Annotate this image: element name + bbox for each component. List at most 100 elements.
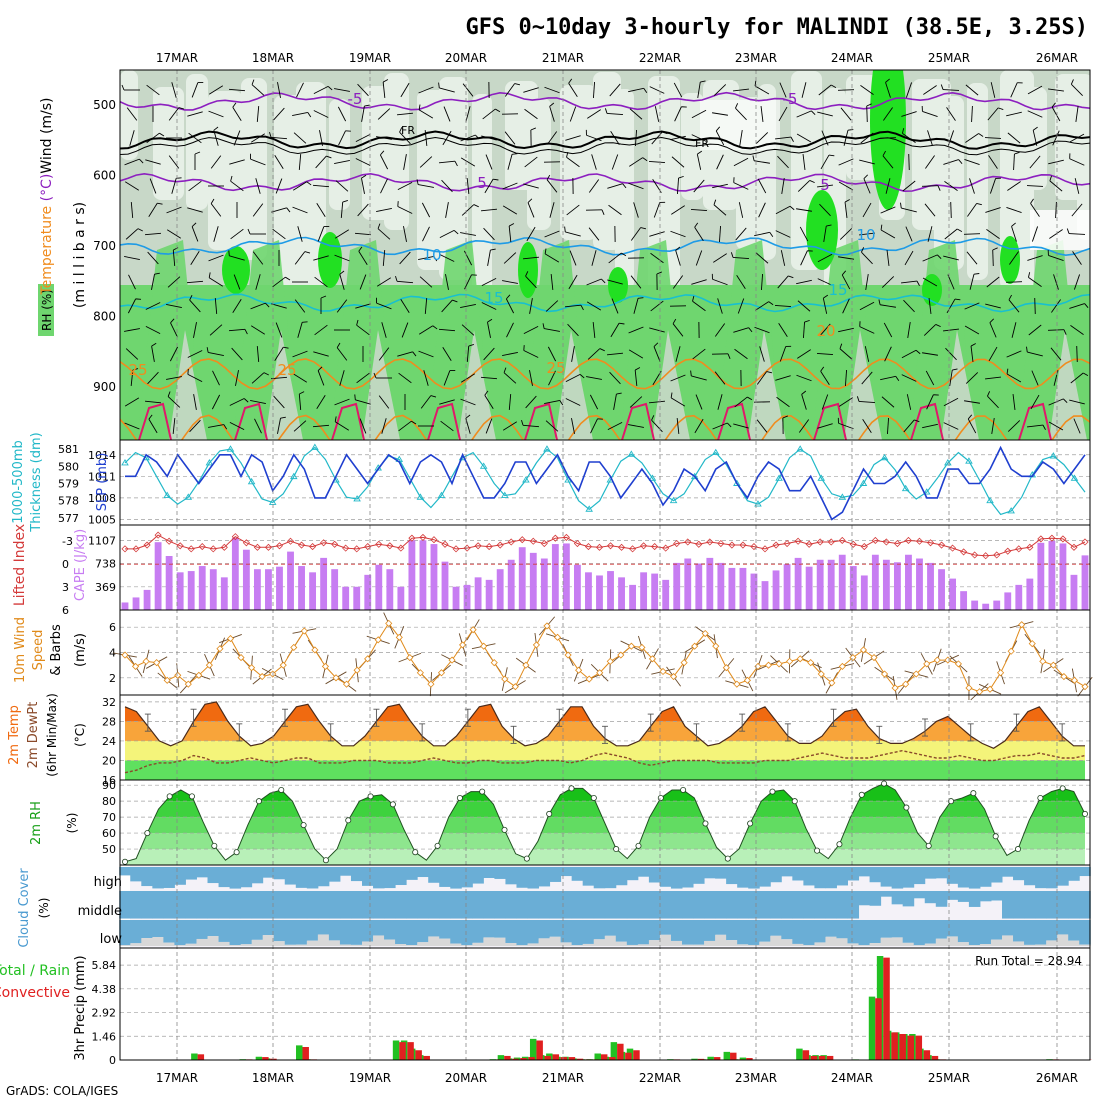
wind-barb xyxy=(1069,303,1089,309)
cape-bar xyxy=(629,584,637,610)
wind10-marker xyxy=(838,662,846,670)
cloud-bar xyxy=(560,867,573,877)
wind-barb-shaft xyxy=(460,232,476,236)
cape-bar xyxy=(1004,592,1012,610)
wind-barb-shaft xyxy=(760,106,764,122)
precip-total-bar xyxy=(594,1053,601,1060)
cloud-bar xyxy=(273,867,286,880)
wind-barb-flag xyxy=(1049,175,1052,181)
wind-barb xyxy=(445,202,449,218)
wind-barb-shaft xyxy=(233,274,241,290)
wind-barb-flag xyxy=(159,132,165,137)
bottom-date-label: 19MAR xyxy=(349,1071,391,1085)
cloud-bar xyxy=(825,891,837,919)
cape-bar xyxy=(1037,542,1045,610)
thickness-marker xyxy=(543,445,551,452)
dewpt-line xyxy=(124,749,1086,774)
wind-barb xyxy=(381,418,387,434)
wind-barb-shaft xyxy=(1031,370,1039,386)
wind10-marker xyxy=(912,670,920,678)
rh2m-tick-label: 60 xyxy=(102,827,116,840)
precip-legend-convective: Convective xyxy=(0,985,70,1001)
temperature-contour-30 xyxy=(621,402,655,440)
rh-dry-patch xyxy=(472,94,492,320)
wind-barb-shaft xyxy=(443,370,451,386)
wind-barb-shaft xyxy=(439,254,455,262)
wind-barb xyxy=(293,132,307,144)
wind-barb-shaft xyxy=(527,202,535,218)
wind-barb-shaft xyxy=(272,228,286,240)
wind-barb xyxy=(1049,175,1063,192)
wind-barb xyxy=(193,394,197,410)
wind-barb-shaft xyxy=(1006,111,1022,117)
li-marker xyxy=(595,543,604,551)
wind-barb xyxy=(228,250,245,261)
wind-barb-shaft xyxy=(126,107,138,121)
wind-barb xyxy=(443,106,451,122)
wind10-marker xyxy=(965,684,973,692)
wind-barb xyxy=(821,130,829,146)
cloud-bar xyxy=(1001,920,1014,936)
wind-barb-flag xyxy=(789,205,795,211)
wind-barb-shaft xyxy=(1007,132,1021,144)
cloud-bar xyxy=(174,867,186,885)
rh-dry-patch xyxy=(120,70,138,160)
wind-barb-flag xyxy=(599,348,605,352)
cloud-bar xyxy=(770,867,782,883)
wind-barb-shaft xyxy=(610,322,620,338)
wind-barb xyxy=(607,183,627,189)
wind-barb-shaft xyxy=(170,322,178,338)
wind-barb xyxy=(378,395,390,409)
cloud-bar xyxy=(1035,867,1047,889)
wind-barb-shaft xyxy=(480,208,498,212)
wind-barb-shaft xyxy=(735,227,747,241)
cloud-bar xyxy=(1024,920,1036,945)
wind-barb xyxy=(149,178,157,194)
wind-barb-shaft xyxy=(882,155,894,169)
wind-barb-shaft xyxy=(1006,350,1022,358)
wind-barb xyxy=(525,271,537,289)
precip-conv-bar xyxy=(915,1035,923,1060)
precip-conv-bar xyxy=(197,1054,205,1060)
wind-barb-shaft xyxy=(564,304,582,308)
wind-barb-shaft xyxy=(1010,82,1018,98)
wind10-marker xyxy=(501,675,509,683)
wind-barb xyxy=(715,126,725,146)
wind-barb xyxy=(675,246,681,266)
cloud-low-gray xyxy=(273,941,286,946)
cloud-bar xyxy=(935,891,948,907)
rh-dry-wedge xyxy=(555,330,593,440)
wind-barb-shaft xyxy=(839,228,853,240)
wind-barb-shaft xyxy=(186,280,204,284)
cape-bar xyxy=(805,566,813,610)
wind-barb-flag xyxy=(397,201,399,207)
wind-barb-shaft xyxy=(1055,201,1057,219)
wind-barb-shaft xyxy=(943,397,959,407)
wind-barb xyxy=(821,394,829,410)
wind-barb-shaft xyxy=(355,158,371,166)
cloud-bar xyxy=(869,920,882,944)
cloud-bar xyxy=(637,920,650,945)
wind-barb-shaft xyxy=(297,322,303,338)
wind-barb xyxy=(802,154,806,170)
wind-barb xyxy=(650,300,664,312)
cloud-bar xyxy=(681,920,694,945)
rh2m-marker xyxy=(590,794,597,801)
wind-barb-shaft xyxy=(781,178,785,194)
wind-barb xyxy=(523,345,539,358)
wind-barb xyxy=(965,133,984,143)
wind-barb xyxy=(187,368,203,383)
wind-barb-shaft xyxy=(715,130,725,146)
wind-barb-shaft xyxy=(588,227,600,241)
wind-barb-flag xyxy=(580,304,584,311)
wind-barb xyxy=(273,395,285,409)
cape-bar xyxy=(662,579,670,610)
cape-bar xyxy=(728,567,736,610)
cloud-low-gray xyxy=(681,944,694,946)
wind-barb-shaft xyxy=(797,300,811,312)
wind-barb xyxy=(121,84,140,91)
wind10-marker xyxy=(406,653,414,662)
cape-bar xyxy=(419,540,427,610)
wind10-marker xyxy=(153,659,161,667)
wind10-marker xyxy=(870,653,878,662)
